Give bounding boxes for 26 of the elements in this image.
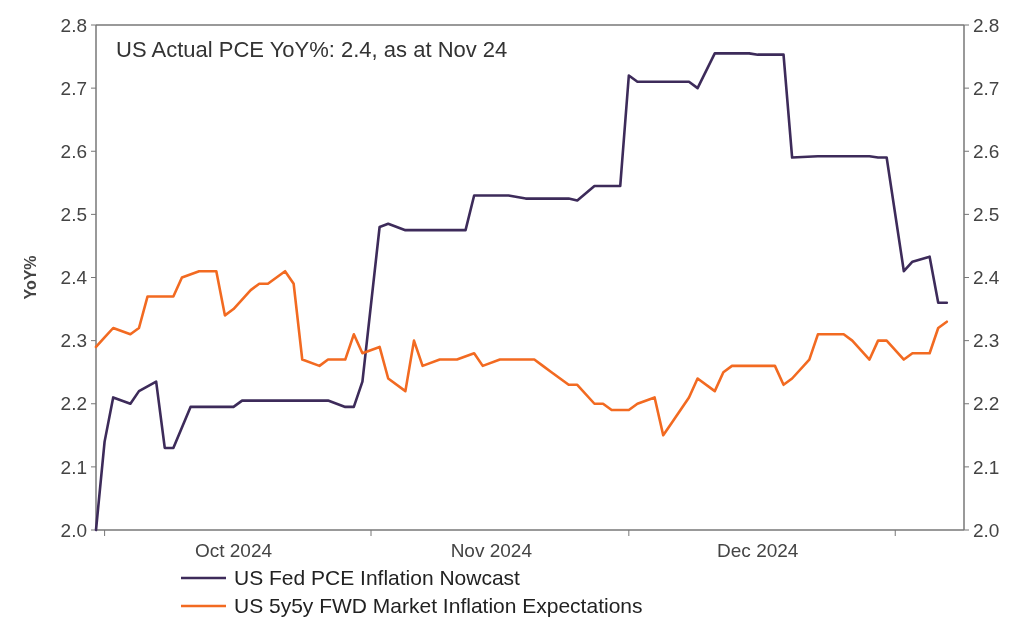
x-tick-label: Dec 2024 <box>717 540 799 561</box>
y-tick-label: 2.3 <box>60 330 87 352</box>
y-tick-label: 2.2 <box>60 393 87 415</box>
y2-tick-label: 2.6 <box>973 140 1000 162</box>
y-tick-label: 2.1 <box>60 456 87 478</box>
y2-tick-label: 2.7 <box>973 77 1000 99</box>
y2-tick-label: 2.3 <box>973 330 1000 352</box>
y2-tick-label: 2.4 <box>973 267 1000 289</box>
y2-tick-label: 2.0 <box>973 519 1000 541</box>
y-tick-label: 2.7 <box>60 77 87 99</box>
y2-tick-label: 2.8 <box>973 14 1000 36</box>
legend-label: US Fed PCE Inflation Nowcast <box>234 566 521 590</box>
y2-tick-label: 2.5 <box>973 204 1000 226</box>
y-tick-label: 2.8 <box>60 14 87 36</box>
annotation: US Actual PCE YoY%: 2.4, as at Nov 24 <box>116 37 508 62</box>
y-axis-title: YoY% <box>22 255 39 300</box>
y-tick-label: 2.6 <box>60 140 87 162</box>
y2-tick-label: 2.1 <box>973 456 1000 478</box>
x-tick-label: Nov 2024 <box>450 540 533 561</box>
y-tick-label: 2.4 <box>60 267 88 289</box>
y-tick-label: 2.0 <box>60 519 87 541</box>
y-tick-label: 2.5 <box>60 204 87 226</box>
x-tick-label: Oct 2024 <box>194 540 273 561</box>
y2-tick-label: 2.2 <box>973 393 1000 415</box>
legend-label: US 5y5y FWD Market Inflation Expectations <box>234 594 643 618</box>
line-series <box>94 269 949 437</box>
